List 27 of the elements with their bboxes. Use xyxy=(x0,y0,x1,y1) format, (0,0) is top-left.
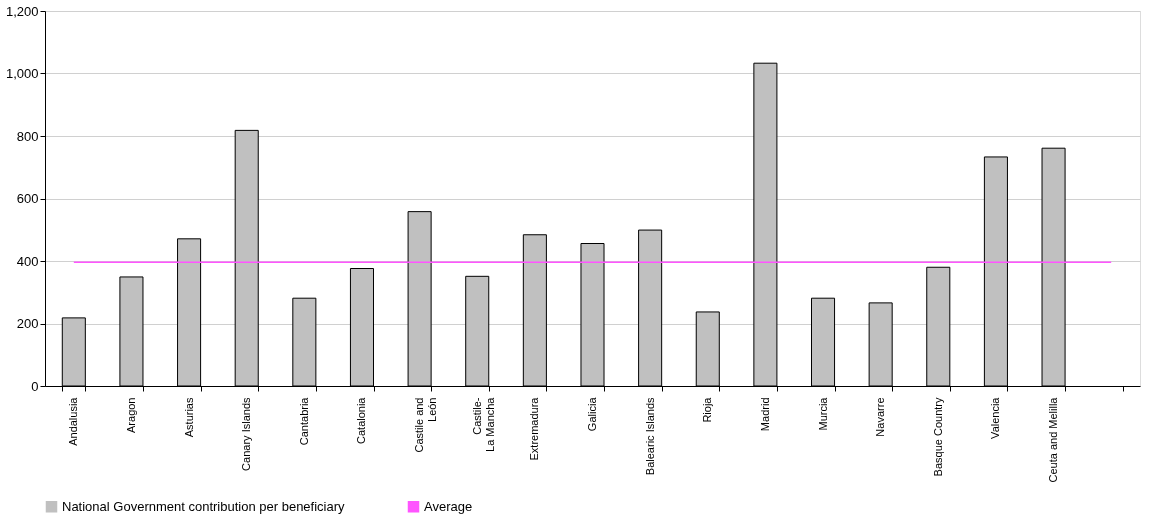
x-tick-label: Ceuta and Melilla xyxy=(1047,396,1060,483)
x-tick-label: Canary Islands xyxy=(240,397,253,471)
y-tick-label: 800 xyxy=(16,128,39,144)
x-tick-label: Andalusia xyxy=(67,396,80,446)
x-tick-label: Extremadura xyxy=(528,396,541,461)
legend-label: National Government contribution per beneficiary xyxy=(62,498,346,514)
y-tick-label: 1,200 xyxy=(5,3,39,19)
x-tick-label: Asturias xyxy=(182,397,195,438)
y-tick-label: 0 xyxy=(31,378,39,394)
x-tick-label: Galicia xyxy=(586,396,598,432)
x-tick-label: Rioja xyxy=(701,396,714,423)
y-tick-label: 200 xyxy=(16,316,39,331)
x-tick-label: Aragon xyxy=(124,397,137,433)
legend-label: Average xyxy=(424,498,473,514)
x-tick-label: Castile- La Mancha xyxy=(470,396,496,452)
x-tick-label: Catalonia xyxy=(355,396,368,444)
y-tick-label: 1,000 xyxy=(5,66,39,81)
y-tick-label: 600 xyxy=(16,191,39,206)
x-tick-label: Castile and León xyxy=(413,397,439,453)
x-tick-label: Madrid xyxy=(758,397,771,432)
x-tick-label: Navarre xyxy=(874,397,887,437)
y-tick-label: 400 xyxy=(16,253,39,269)
x-tick-label: Cantabria xyxy=(297,396,310,446)
x-tick-label: Murcia xyxy=(816,396,829,431)
x-tick-label: Valencia xyxy=(989,396,1002,439)
x-tick-label: Balearic Islands xyxy=(643,397,656,476)
x-tick-label: Basque Country xyxy=(931,397,944,477)
